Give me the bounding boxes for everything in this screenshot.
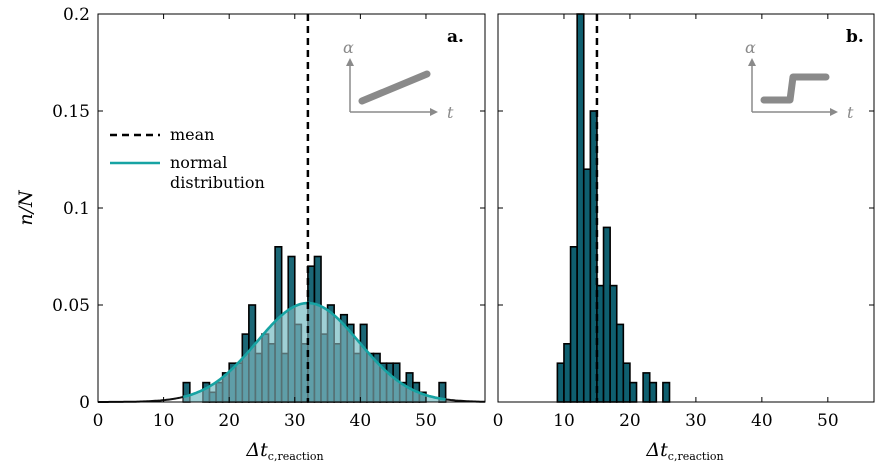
x-tick-label: 40 xyxy=(751,411,773,431)
x-axis-label-sub-a: c,reaction xyxy=(268,450,324,463)
x-tick-label: 20 xyxy=(619,411,641,431)
histogram-bar xyxy=(602,226,611,403)
histogram-bar xyxy=(609,284,618,403)
histogram-bar xyxy=(569,246,578,403)
histogram-bar xyxy=(556,362,565,403)
x-axis-label-sub-b: c,reaction xyxy=(668,450,724,463)
histogram-bars-a xyxy=(98,246,486,403)
inset-b-t-label: t xyxy=(847,103,854,122)
x-axis-label-a: Δtc,reaction xyxy=(245,439,323,463)
legend-normal-label-line1: normal xyxy=(170,153,227,172)
x-tick-label: 50 xyxy=(415,411,437,431)
histogram-bar xyxy=(576,13,585,403)
inset-b-alpha-label: α xyxy=(745,38,756,57)
legend: mean normal distribution xyxy=(110,125,265,192)
histogram-bar xyxy=(648,381,658,403)
x-tick-label: 20 xyxy=(218,411,240,431)
histogram-bars-b xyxy=(556,13,671,403)
y-tick-label: 0 xyxy=(79,393,90,413)
panel-label-b: b. xyxy=(846,27,864,47)
axis-ticks-b: 0 10 20 30 40 50 xyxy=(493,13,874,431)
panel-label-a: a. xyxy=(447,27,464,47)
histogram-bar xyxy=(642,372,651,403)
histogram-bar xyxy=(563,342,572,403)
x-tick-label: 10 xyxy=(553,411,575,431)
inset-a-ramp-curve xyxy=(358,70,431,105)
x-tick-label: 0 xyxy=(93,411,104,431)
axis-ticks-a: 0 10 20 30 40 50 0 0.05 0.1 0.15 0.2 xyxy=(52,5,485,431)
y-axis-label: n/N xyxy=(15,189,37,226)
inset-a-x-arrow-icon xyxy=(430,108,438,116)
x-axis-label-main-b: Δt xyxy=(645,439,668,461)
inset-b-step-curve xyxy=(760,73,830,104)
normal-distribution-overlay xyxy=(183,303,446,402)
y-tick-label: 0.1 xyxy=(63,199,90,219)
panel-a: 0 10 20 30 40 50 0 0.05 0.1 0.15 0.2 n/N Δtc,react… xyxy=(15,5,486,463)
legend-normal-label: normal distribution xyxy=(170,153,265,192)
legend-mean-label: mean xyxy=(170,125,214,144)
inset-b-y-arrow-icon xyxy=(748,58,756,66)
normal-distribution-curve xyxy=(182,301,446,401)
x-axis-label-b: Δtc,reaction xyxy=(645,439,723,463)
inset-a-t-label: t xyxy=(447,103,454,122)
histogram-bar xyxy=(582,168,592,403)
x-tick-label: 30 xyxy=(685,411,707,431)
x-tick-label: 40 xyxy=(350,411,372,431)
histogram-bar xyxy=(662,381,671,403)
y-tick-label: 0.15 xyxy=(52,102,90,122)
histogram-bar xyxy=(615,323,625,403)
x-tick-label: 50 xyxy=(817,411,839,431)
inset-step-diagram: α t xyxy=(745,38,854,122)
histogram-bar xyxy=(629,381,638,403)
inset-b-x-arrow-icon xyxy=(830,108,838,116)
inset-a-alpha-label: α xyxy=(343,38,354,57)
plot-frame-b xyxy=(497,13,875,403)
legend-normal-label-line2: distribution xyxy=(170,173,265,192)
histogram-bar xyxy=(622,362,631,403)
y-tick-label: 0.2 xyxy=(63,5,90,25)
x-tick-label: 0 xyxy=(493,411,504,431)
inset-ramp-diagram: α t xyxy=(343,38,454,122)
x-axis-label-main-a: Δt xyxy=(245,439,268,461)
x-tick-label: 10 xyxy=(153,411,175,431)
y-tick-label: 0.05 xyxy=(52,296,90,316)
x-tick-label: 30 xyxy=(284,411,306,431)
panel-b: 0 10 20 30 40 50 Δtc,reaction b. α t xyxy=(493,13,875,463)
inset-a-y-arrow-icon xyxy=(346,58,354,66)
